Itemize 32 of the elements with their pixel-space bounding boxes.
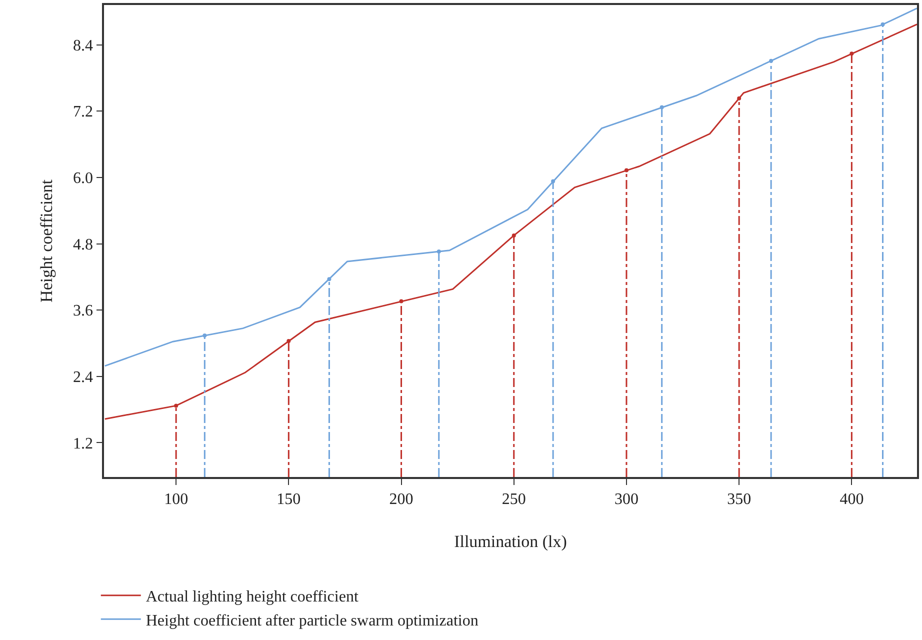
point (512, 233, 516, 238)
point (660, 105, 664, 110)
x-tick-label: 350 (727, 490, 752, 508)
x-tick-label: 200 (389, 490, 414, 508)
point (286, 339, 291, 344)
x-tick-label: 150 (276, 490, 301, 508)
y-axis-title: Height coefficient (37, 179, 56, 302)
point (399, 299, 404, 304)
y-tick-label: 8.4 (73, 37, 94, 54)
x-tick-label: 400 (840, 490, 864, 508)
x-tick-label: 300 (614, 490, 638, 508)
y-tick-label: 7.2 (73, 104, 94, 121)
legend-label: Height coefficient after particle swarm optimization (146, 612, 478, 630)
point (769, 58, 774, 63)
legend-label: Actual lighting height coefficient (146, 588, 359, 606)
point (174, 404, 178, 408)
x-tick-label: 250 (502, 490, 526, 508)
point (850, 52, 854, 56)
point (624, 168, 628, 172)
point (436, 250, 441, 254)
point (202, 334, 207, 338)
x-tick-label: 100 (164, 490, 188, 508)
point (737, 96, 742, 100)
y-tick-label: 4.8 (73, 236, 94, 254)
x-axis-title: Illumination (lx) (454, 532, 567, 551)
point (327, 277, 332, 282)
point (880, 22, 885, 26)
y-tick-label: 3.6 (73, 302, 94, 320)
y-tick-label: 6.0 (73, 170, 94, 188)
point (551, 179, 556, 184)
y-tick-label: 2.4 (73, 369, 94, 386)
y-tick-label: 1.2 (73, 435, 94, 452)
